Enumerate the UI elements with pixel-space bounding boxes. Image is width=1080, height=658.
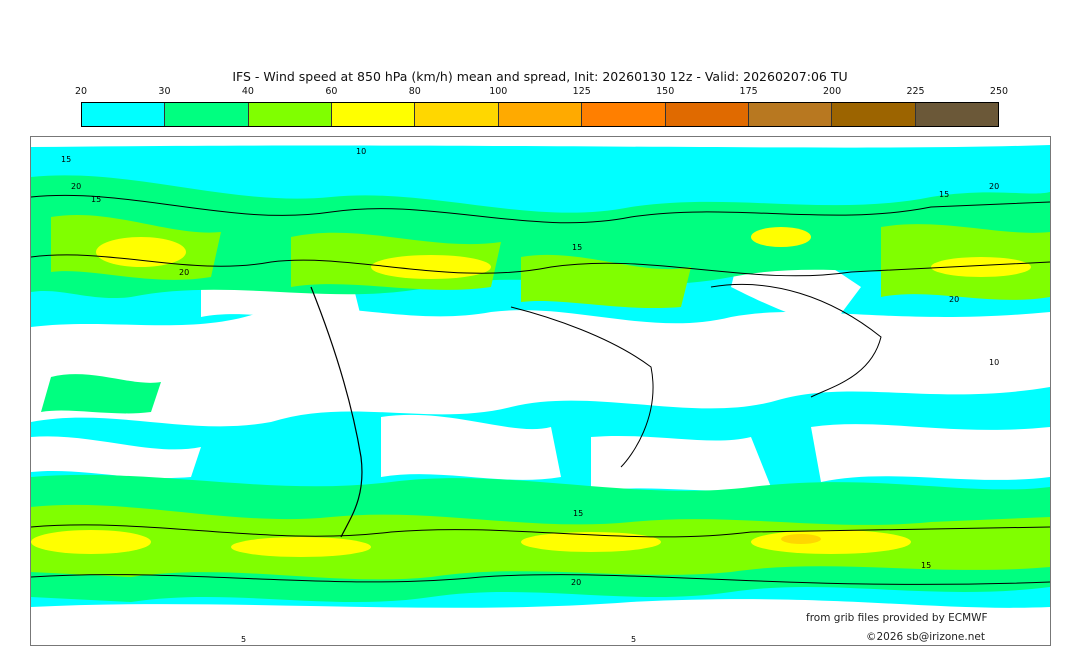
contour-label: 20 (949, 295, 959, 304)
contour-label: 15 (573, 509, 583, 518)
colorbar-tick-label: 80 (408, 86, 421, 97)
colorbar-tick-label: 20 (74, 86, 88, 97)
contour-label: 15 (572, 243, 582, 252)
colorbar-swatch (415, 103, 499, 126)
colorbar-swatch (165, 103, 249, 126)
colorbar-swatch (248, 103, 333, 126)
spread-contours (31, 194, 1050, 585)
contour-label: 10 (356, 147, 366, 156)
map-title: IFS - Wind speed at 850 hPa (km/h) mean … (232, 69, 848, 84)
contour-label: 5 (631, 635, 636, 644)
colorbar-tick-labels: 20 30 40 60 80 100 125 150 175 200 225 250 (75, 86, 1008, 98)
contour-label: 15 (921, 561, 931, 570)
colorbar-tick-label: 30 (158, 86, 171, 97)
colorbar-swatch (82, 103, 166, 126)
contour-labels: 10 15 20 15 20 15 20 10 15 20 15 20 15 5… (61, 147, 999, 644)
colorbar-swatch (498, 103, 583, 126)
calm-regions (31, 137, 1050, 645)
contour-label: 20 (179, 268, 189, 277)
contour-label: 20 (989, 182, 999, 191)
colorbar-swatch (665, 103, 749, 126)
colorbar-tick-label: 100 (489, 86, 508, 97)
colorbar-tick-label: 200 (823, 86, 842, 97)
colorbar-swatch (748, 103, 833, 126)
wind-speed-map[interactable]: 10 15 20 15 20 15 20 10 15 20 15 20 15 5… (30, 136, 1051, 646)
contour-label: 5 (241, 635, 246, 644)
colorbar-tick-label: 225 (906, 86, 925, 97)
colorbar-swatch (332, 103, 416, 126)
wind-80-100-regions (781, 534, 821, 544)
colorbar-tick-label: 60 (325, 86, 338, 97)
colorbar-tick-label: 175 (739, 86, 758, 97)
colorbar (81, 102, 999, 127)
contour-label: 15 (61, 155, 71, 164)
colorbar-tick-label: 150 (656, 86, 675, 97)
contour-label: 15 (91, 195, 101, 204)
data-source-credit: from grib files provided by ECMWF (806, 612, 988, 624)
wind-60-80-regions (31, 227, 1031, 557)
colorbar-tick-label: 125 (572, 86, 591, 97)
colorbar-swatch (915, 103, 998, 126)
colorbar-swatch (832, 103, 916, 126)
map-canvas: 10 15 20 15 20 15 20 10 15 20 15 20 15 5… (31, 137, 1050, 645)
contour-label: 20 (571, 578, 581, 587)
contour-label: 15 (939, 190, 949, 199)
contour-label: 20 (71, 182, 81, 191)
colorbar-swatch (582, 103, 666, 126)
contour-label: 10 (989, 358, 999, 367)
colorbar-tick-label: 40 (241, 86, 254, 97)
copyright-credit: ©2026 sb@irizone.net (866, 631, 985, 643)
colorbar-tick-label: 250 (989, 86, 1009, 97)
